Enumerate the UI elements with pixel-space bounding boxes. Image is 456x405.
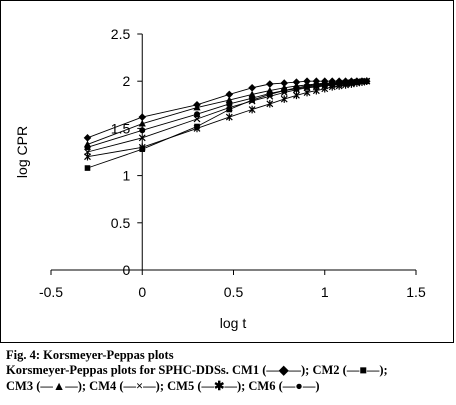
data-point-cm5 <box>312 86 320 95</box>
data-point-cm2 <box>84 165 91 171</box>
y-tick-label: 0 <box>122 262 130 278</box>
x-tick-label: 0.5 <box>224 284 244 300</box>
y-tick-label: 0.5 <box>111 215 131 231</box>
data-point-cm1 <box>266 80 274 88</box>
data-point-cm6 <box>281 87 288 94</box>
data-point-cm6 <box>266 90 273 97</box>
data-point-cm1 <box>280 79 289 87</box>
data-point-cm5 <box>138 143 146 152</box>
data-point-cm6 <box>329 80 336 87</box>
data-point-cm6 <box>139 127 146 134</box>
data-point-cm6 <box>226 100 233 107</box>
data-point-cm6 <box>293 84 300 91</box>
y-tick-label: 1 <box>122 168 130 184</box>
data-point-cm5 <box>266 100 274 108</box>
data-point-cm3 <box>138 119 146 127</box>
data-point-cm6 <box>321 81 328 88</box>
data-point-cm6 <box>249 95 256 102</box>
data-point-cm5 <box>303 88 311 97</box>
data-point-cm3 <box>248 90 256 98</box>
data-point-cm5 <box>293 91 300 100</box>
y-tick-label: 2.5 <box>111 26 131 42</box>
figure-caption-line-1: Korsmeyer-Peppas plots for SPHC-DDSs. CM… <box>6 363 388 377</box>
data-point-cm5 <box>248 105 256 114</box>
data-point-cm4 <box>138 134 146 142</box>
korsmeyer-peppas-chart: -0.5 0 0.5 1 1.5 0 0.5 1 1.5 2 2.5 log t log CPR <box>14 26 426 331</box>
x-tick-label: 0 <box>138 284 146 300</box>
data-point-cm1 <box>248 84 256 92</box>
x-tick-label: -0.5 <box>39 284 63 300</box>
y-tick-label: 1.5 <box>111 120 131 136</box>
data-point-cm4 <box>193 115 201 123</box>
data-point-cm6 <box>304 82 311 89</box>
data-point-cm6 <box>194 111 200 118</box>
y-axis-title: log CPR <box>14 126 30 178</box>
data-point-cm6 <box>353 78 360 85</box>
data-point-cm6 <box>342 79 349 86</box>
data-point-cm5 <box>280 95 288 103</box>
data-point-cm6 <box>313 81 320 88</box>
x-tick-label: 1.5 <box>406 284 426 300</box>
data-point-cm6 <box>363 78 370 85</box>
data-point-cm5 <box>84 152 91 161</box>
x-tick-label: 1 <box>321 284 329 300</box>
data-point-cm3 <box>225 96 233 103</box>
data-point-cm6 <box>358 78 365 85</box>
figure-caption-title: Fig. 4: Korsmeyer-Peppas plots <box>6 348 174 362</box>
data-point-cm2 <box>226 106 233 113</box>
data-point-cm5 <box>193 124 201 133</box>
y-tick-label: 2 <box>122 73 130 89</box>
data-point-cm6 <box>336 80 343 87</box>
data-point-cm5 <box>225 113 233 121</box>
data-point-cm3 <box>193 103 201 111</box>
figure-caption-line-2: CM3 (—▲—); CM4 (—×—); CM5 (—✱—); CM6 (—●… <box>6 379 320 393</box>
x-axis-title: log t <box>220 315 247 331</box>
data-point-cm6 <box>84 144 91 151</box>
data-point-cm6 <box>348 79 355 86</box>
data-point-cm1 <box>225 90 234 99</box>
data-point-cm1 <box>83 134 92 142</box>
figure-frame <box>0 0 454 343</box>
data-point-cm1 <box>138 113 147 121</box>
